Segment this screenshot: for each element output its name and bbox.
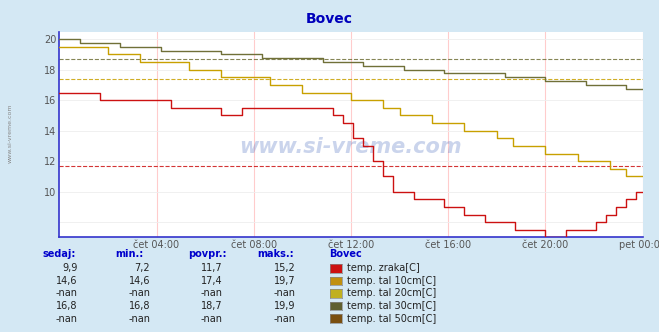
Text: www.si-vreme.com: www.si-vreme.com [240,137,462,157]
Text: 7,2: 7,2 [134,263,150,273]
Text: min.:: min.: [115,249,144,259]
Text: 14,6: 14,6 [56,276,78,286]
Text: -nan: -nan [201,289,223,298]
Text: maks.:: maks.: [257,249,294,259]
Text: 19,7: 19,7 [273,276,295,286]
Text: -nan: -nan [273,289,295,298]
Text: 9,9: 9,9 [63,263,78,273]
Text: 14,6: 14,6 [129,276,150,286]
Text: -nan: -nan [201,314,223,324]
Text: 15,2: 15,2 [273,263,295,273]
Text: -nan: -nan [273,314,295,324]
Text: sedaj:: sedaj: [43,249,76,259]
Text: 19,9: 19,9 [273,301,295,311]
Text: 16,8: 16,8 [56,301,78,311]
Text: Bovec: Bovec [306,12,353,26]
Text: temp. tal 20cm[C]: temp. tal 20cm[C] [347,289,436,298]
Text: 16,8: 16,8 [129,301,150,311]
Text: temp. tal 30cm[C]: temp. tal 30cm[C] [347,301,436,311]
Text: www.si-vreme.com: www.si-vreme.com [8,103,13,163]
Text: 11,7: 11,7 [201,263,223,273]
Text: 17,4: 17,4 [201,276,223,286]
Text: -nan: -nan [129,314,150,324]
Text: -nan: -nan [129,289,150,298]
Text: -nan: -nan [56,314,78,324]
Text: temp. zraka[C]: temp. zraka[C] [347,263,419,273]
Text: -nan: -nan [56,289,78,298]
Text: 18,7: 18,7 [201,301,223,311]
Text: temp. tal 50cm[C]: temp. tal 50cm[C] [347,314,436,324]
Text: povpr.:: povpr.: [188,249,226,259]
Text: temp. tal 10cm[C]: temp. tal 10cm[C] [347,276,436,286]
Text: Bovec: Bovec [330,249,362,259]
